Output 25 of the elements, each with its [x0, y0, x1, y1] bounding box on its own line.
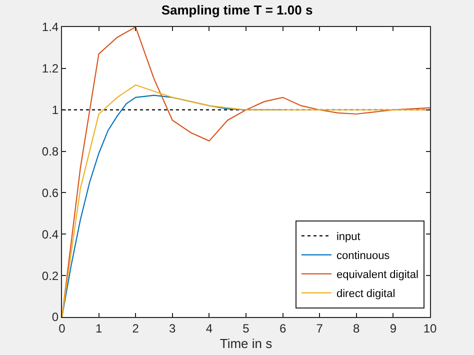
y-tick-label: 0: [52, 310, 59, 324]
x-tick-label: 8: [353, 321, 360, 336]
x-tick-label: 1: [95, 321, 102, 336]
legend-label: equivalent digital: [336, 269, 418, 282]
x-tick-label: 3: [169, 321, 176, 336]
y-tick-label: 0.8: [42, 144, 59, 158]
legend-label: direct digital: [336, 288, 396, 300]
line-series: [62, 27, 430, 317]
y-tick-label: 1.4: [42, 20, 59, 34]
x-axis-title: Time in s: [220, 336, 273, 351]
y-tick-label: 1: [52, 103, 59, 118]
y-tick-label: 0.2: [42, 268, 59, 283]
x-tick-label: 5: [242, 321, 250, 336]
x-tick-label: 7: [316, 321, 324, 336]
x-tick-label: 2: [132, 321, 140, 336]
legend-label: continuous: [336, 250, 390, 262]
y-tick-label: 0.4: [42, 227, 59, 242]
legend-label: input: [336, 231, 360, 244]
chart-title: Sampling time T = 1.00 s: [161, 2, 313, 18]
x-tick-label: 10: [423, 321, 437, 336]
x-tick-label: 6: [279, 321, 286, 336]
x-tick-label: 4: [206, 321, 213, 336]
x-tick-label: 9: [390, 321, 397, 336]
y-tick-label: 0.6: [42, 186, 59, 200]
y-tick-label: 1.2: [42, 62, 59, 76]
